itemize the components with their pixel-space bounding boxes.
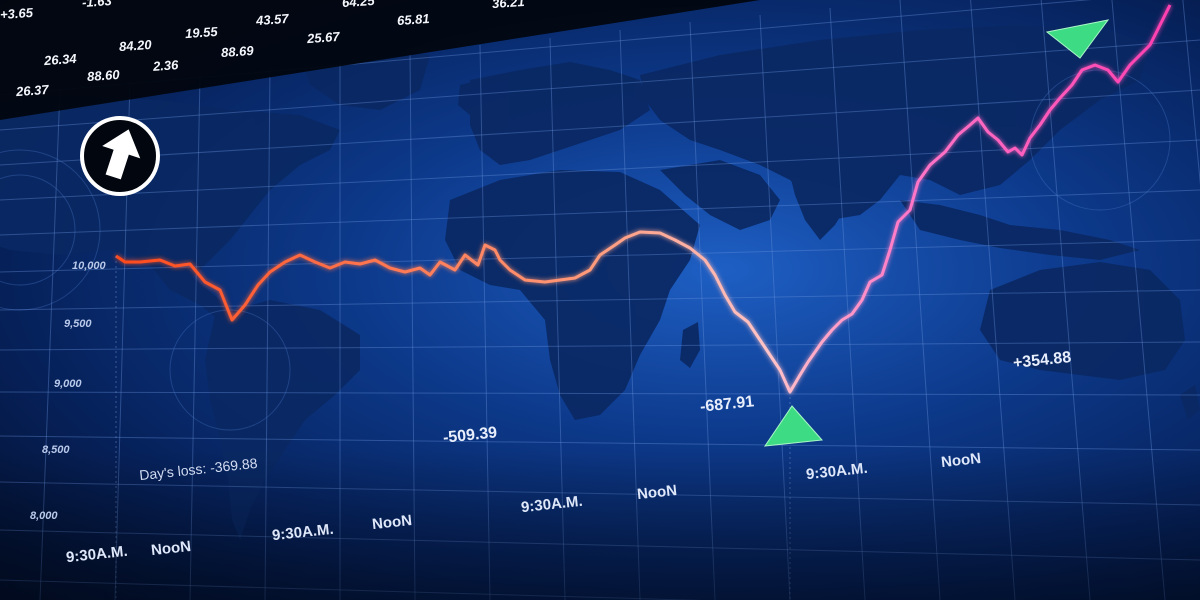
- ticker-value: 19.55: [184, 23, 219, 42]
- ticker-value: +3.65: [0, 4, 34, 23]
- axis-tick-label: 9,500: [64, 318, 92, 330]
- ticker-value: 2.36: [152, 57, 179, 74]
- ticker-value: 88.69: [220, 42, 255, 61]
- ticker-value: 26.37: [15, 81, 50, 100]
- ticker-value: 65.81: [396, 10, 431, 29]
- axis-tick-label: 8,000: [30, 510, 58, 522]
- axis-tick-label: 9,000: [54, 378, 82, 390]
- axis-tick-label: 10,000: [72, 260, 106, 272]
- ticker-value: 84.20: [118, 36, 153, 55]
- ticker-value: 26.34: [43, 50, 78, 69]
- ticker-value: 88.60: [86, 66, 121, 85]
- ticker-value: 43.57: [255, 10, 290, 29]
- ticker-value: 25.67: [306, 28, 341, 47]
- axis-tick-label: 8,500: [42, 444, 70, 456]
